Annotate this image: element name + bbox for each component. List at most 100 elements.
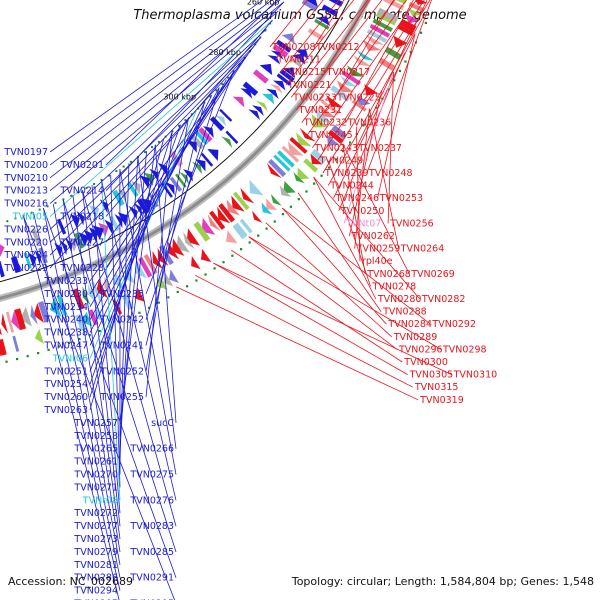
gene-feature (139, 175, 150, 189)
right-connector (231, 249, 403, 363)
left-connector (49, 10, 279, 204)
right-connector (324, 0, 371, 73)
tick-dot (215, 89, 218, 92)
gene-feature (20, 306, 32, 327)
gene-feature (295, 132, 312, 147)
left-gene-label: TVN0242 (99, 315, 144, 326)
right-gene-label: TVN0268 (366, 269, 411, 280)
tick-dot (362, 124, 365, 127)
tick-dot (404, 60, 407, 63)
tick-dot (209, 95, 212, 98)
gene-feature (261, 93, 275, 105)
left-gene-label: TVN0229 (3, 263, 48, 274)
right-gene-label: TVN0243 (313, 143, 358, 154)
tick-dot (38, 208, 41, 211)
tick-dot (368, 115, 372, 118)
gene-feature (266, 88, 279, 99)
tick-dot (213, 267, 216, 270)
gene-feature (198, 127, 213, 143)
right-gene-label: TVN0315 (414, 382, 459, 393)
genome-arcs (0, 0, 427, 363)
right-gene-label: TVN0319 (419, 395, 464, 406)
tick-dot (222, 261, 225, 264)
gene-feature (209, 116, 225, 132)
left-connector (89, 79, 227, 308)
tick-dot (375, 106, 378, 109)
left-connector (49, 0, 273, 166)
left-gene-label: TVN0210 (3, 173, 48, 184)
gene-feature (326, 94, 344, 108)
tick-dot (342, 149, 345, 153)
gene-feature (232, 96, 245, 108)
right-connector (306, 0, 407, 136)
right-gene-label: TVN0288 (382, 307, 427, 318)
gene-feature (10, 256, 22, 274)
left-connector (119, 157, 139, 449)
gene-feature (275, 39, 292, 53)
gene-feature (165, 182, 175, 196)
gene-feature (167, 241, 180, 260)
gene-feature (0, 327, 2, 335)
left-connector (119, 169, 177, 475)
gene-feature (201, 217, 216, 235)
tick-dot (85, 187, 88, 190)
gene-feature (65, 238, 73, 253)
gene-feature (175, 173, 187, 188)
left-connector (62, 199, 177, 553)
tick-dot (148, 306, 151, 309)
gene-feature (341, 70, 362, 86)
right-connector (328, 160, 371, 287)
tick-dot (176, 290, 179, 293)
tick-dot (57, 345, 61, 348)
accession-text: Accession: NC_002689 (8, 575, 134, 588)
gene-feature (283, 180, 296, 194)
gene-feature (34, 328, 44, 344)
gene-feature (255, 100, 268, 112)
gene-feature (49, 297, 62, 317)
tick-dot (115, 170, 118, 173)
gene-feature (357, 94, 371, 107)
gene-feature (136, 198, 150, 215)
left-connector (82, 190, 121, 527)
inner-backbone-line (0, 0, 350, 283)
right-gene-label: TVN0298 (442, 344, 487, 355)
left-connector (22, 215, 176, 600)
right-gene-label: TVN0256 (389, 218, 434, 229)
gene-feature (384, 46, 402, 60)
gene-features (0, 0, 428, 356)
right-gene-label: TVN0310 (453, 370, 498, 381)
right-connector (368, 108, 400, 249)
gene-feature (221, 136, 233, 148)
left-gene-label: TVN0201 (59, 160, 104, 171)
tick-dot (239, 248, 243, 251)
gene-feature (149, 168, 159, 182)
right-gene-label: TVNt07 (345, 218, 381, 229)
gene-feature (28, 252, 37, 268)
genome-backbone (0, 0, 369, 300)
right-connector (280, 0, 340, 73)
right-gene-label: TVN0225 (336, 92, 381, 103)
left-gene-label: TVN0230 (43, 289, 88, 300)
gene-feature (281, 145, 300, 163)
left-connector (49, 46, 255, 256)
tick-dot (177, 124, 180, 127)
gene-feature (310, 148, 327, 164)
tick-dot (93, 183, 96, 186)
tick-dots (5, 21, 427, 363)
gene-feature (11, 309, 20, 331)
left-connector (119, 151, 148, 436)
gene-feature (191, 255, 201, 270)
tick-dot (98, 329, 101, 333)
left-connector (49, 54, 248, 269)
tick-dot (47, 348, 50, 351)
tick-dot (88, 334, 91, 337)
left-gene-label: TVN0254 (43, 379, 88, 390)
gene-feature (415, 0, 428, 5)
gene-feature (378, 57, 395, 71)
gene-feature (70, 213, 80, 229)
left-gene-label: TVN0295 (129, 599, 174, 600)
gene-feature (0, 338, 7, 356)
gene-feature (407, 7, 423, 17)
gene-feature (225, 130, 239, 144)
right-gene-label: TVN0282 (421, 294, 466, 305)
